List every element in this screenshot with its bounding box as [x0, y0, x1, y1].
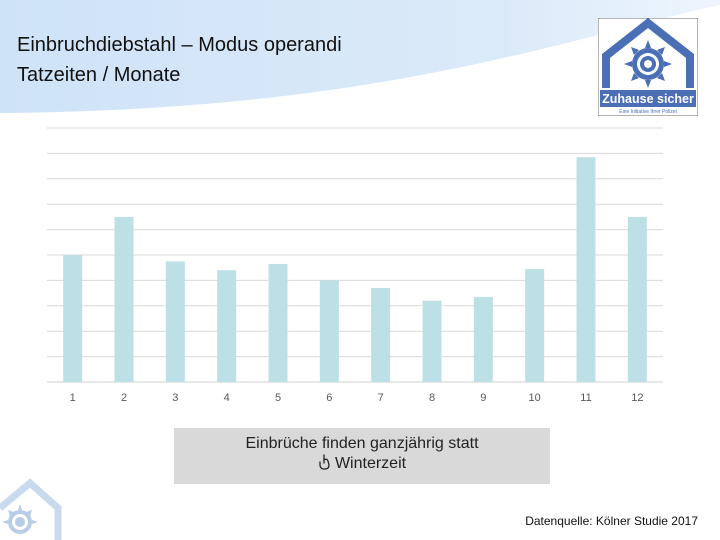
x-tick-label: 10 — [529, 392, 541, 404]
bar-month-11 — [576, 157, 596, 382]
page-title: Einbruchdiebstahl – Modus operandi Tatze… — [17, 30, 342, 90]
bar-month-3 — [165, 261, 185, 382]
hand-pointing-icon — [319, 454, 330, 470]
chart-x-labels: 1 2 3 4 5 6 7 8 9 10 11 12 — [70, 392, 644, 404]
callout-line-2-text: Winterzeit — [334, 455, 407, 472]
callout-line-1: Einbrüche finden ganzjährig statt — [245, 435, 479, 452]
bar-month-7 — [371, 288, 391, 382]
logo-text: Zuhause sicher — [602, 92, 694, 106]
x-tick-label: 4 — [224, 392, 230, 404]
bar-chart: 1 2 3 4 5 6 7 8 9 10 11 12 — [47, 127, 663, 404]
x-tick-label: 7 — [378, 392, 384, 404]
logo-subtitle: Eine Initiative Ihrer Polizei — [619, 109, 677, 115]
bar-month-5 — [268, 263, 288, 382]
source-note: Datenquelle: Kölner Studie 2017 — [525, 514, 698, 528]
bar-month-8 — [422, 300, 442, 382]
x-tick-label: 1 — [70, 392, 76, 404]
bar-month-6 — [319, 280, 339, 382]
sun-emblem-icon — [624, 40, 672, 88]
zuhause-sicher-logo: Zuhause sicher Eine Initiative Ihrer Pol… — [598, 18, 698, 116]
title-line-1: Einbruchdiebstahl – Modus operandi — [17, 34, 342, 56]
x-tick-label: 5 — [275, 392, 281, 404]
x-tick-label: 6 — [326, 392, 332, 404]
callout-line-2: Winterzeit — [174, 454, 550, 474]
bar-month-12 — [627, 216, 647, 382]
callout-box: Einbrüche finden ganzjährig statt Winter… — [174, 428, 550, 484]
chart-bars — [63, 157, 647, 382]
chart-grid — [47, 127, 663, 383]
bar-month-1 — [63, 255, 83, 382]
bar-month-10 — [525, 268, 545, 382]
x-tick-label: 11 — [580, 392, 591, 404]
x-tick-label: 9 — [480, 392, 486, 404]
title-line-2: Tatzeiten / Monate — [17, 64, 181, 86]
x-tick-label: 3 — [172, 392, 178, 404]
x-tick-label: 8 — [429, 392, 435, 404]
header-band — [0, 0, 720, 113]
corner-sun-emblem-icon — [0, 478, 62, 540]
bar-month-4 — [217, 270, 237, 382]
x-tick-label: 2 — [121, 392, 127, 404]
bar-month-9 — [473, 296, 493, 382]
bar-month-2 — [114, 216, 134, 382]
x-tick-label: 12 — [631, 392, 643, 404]
